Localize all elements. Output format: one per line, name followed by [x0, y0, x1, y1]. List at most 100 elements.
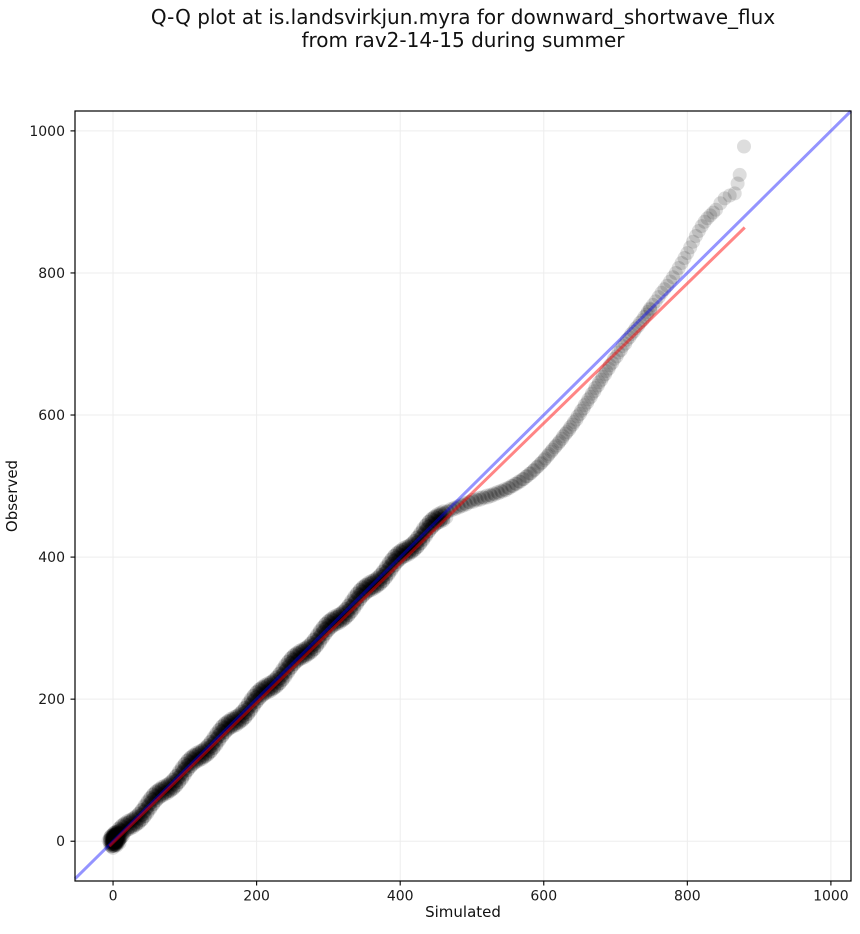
scatter-point [106, 834, 120, 849]
scatter-point [116, 819, 131, 834]
scatter-point [131, 816, 146, 830]
scatter-point [338, 611, 353, 626]
scatter-point [223, 720, 238, 735]
scatter-point [113, 822, 128, 837]
scatter-point [124, 818, 139, 833]
scatter-point [393, 544, 408, 559]
scatter-point [221, 722, 235, 737]
scatter-point [272, 676, 287, 691]
scatter-point [276, 666, 291, 681]
scatter-point [566, 415, 581, 430]
scatter-point [284, 651, 299, 666]
scatter-point [421, 524, 436, 538]
scatter-point [114, 819, 129, 834]
scatter-point [289, 645, 304, 660]
scatter-point [241, 706, 255, 721]
scatter-point [477, 491, 492, 506]
scatter-point [433, 513, 448, 528]
scatter-point [198, 749, 213, 764]
scatter-point [312, 625, 327, 640]
scatter-point [242, 700, 257, 715]
scatter-point [430, 508, 445, 523]
scatter-point [143, 800, 158, 815]
scatter-point [231, 710, 245, 725]
scatter-point [357, 581, 372, 596]
scatter-point [599, 364, 614, 378]
scatter-point [228, 711, 243, 726]
scatter-point [149, 784, 164, 799]
scatter-point [284, 661, 299, 675]
scatter-point [196, 744, 211, 759]
scatter-point [225, 717, 240, 732]
scatter-point [364, 574, 379, 588]
scatter-point [519, 469, 534, 484]
scatter-point [350, 591, 365, 606]
scatter-point [109, 833, 123, 848]
scatter-point [439, 510, 454, 525]
scatter-point [434, 511, 449, 526]
scatter-point [104, 832, 119, 847]
scatter-point [396, 549, 411, 564]
scatter-point [411, 532, 426, 547]
scatter-point [529, 460, 544, 475]
scatter-point [648, 294, 663, 309]
scatter-point [169, 778, 184, 793]
scatter-point [381, 567, 396, 582]
scatter-point [381, 561, 396, 576]
scatter-point [120, 823, 135, 838]
scatter-point [123, 814, 138, 829]
scatter-point [292, 648, 307, 663]
scatter-point [318, 626, 333, 641]
scatter-point [508, 476, 523, 491]
scatter-point [551, 436, 566, 451]
scatter-point [426, 513, 441, 527]
scatter-point [106, 838, 120, 853]
scatter-point [424, 516, 439, 530]
scatter-point [709, 202, 723, 217]
scatter-point [341, 598, 356, 613]
scatter-point [639, 307, 654, 322]
scatter-point [160, 781, 175, 796]
scatter-point [374, 572, 389, 587]
scatter-point [179, 758, 194, 773]
scatter-point [317, 624, 331, 639]
scatter-point [388, 550, 403, 565]
scatter-point [306, 632, 321, 647]
scatter-point [205, 739, 219, 754]
scatter-point [588, 381, 603, 395]
scatter-point [384, 561, 399, 576]
scatter-point [106, 837, 121, 852]
scatter-point [189, 754, 204, 769]
scatter-point [671, 261, 686, 275]
scatter-point [373, 567, 387, 582]
scatter-point [108, 829, 123, 844]
scatter-point [126, 820, 141, 835]
scatter-point [437, 506, 452, 521]
scatter-point [429, 510, 444, 525]
scatter-point [106, 830, 121, 845]
scatter-point [220, 718, 235, 733]
scatter-point [309, 628, 324, 643]
scatter-point [321, 613, 336, 628]
scatter-point [119, 817, 133, 832]
scatter-point [117, 817, 132, 832]
scatter-point [358, 577, 373, 592]
scatter-point [126, 812, 140, 827]
scatter-point [367, 581, 382, 596]
scatter-point [286, 656, 301, 671]
scatter-point [179, 761, 194, 776]
scatter-point [289, 653, 304, 668]
scatter-point [462, 495, 477, 510]
scatter-point [103, 831, 118, 846]
scatter-point [404, 540, 419, 555]
scatter-point [124, 814, 139, 829]
scatter-point [150, 785, 165, 800]
scatter-point [225, 713, 240, 728]
scatter-point [193, 750, 208, 765]
scatter-point [505, 479, 520, 494]
scatter-point [361, 575, 376, 590]
scatter-point [344, 599, 359, 614]
scatter-point [243, 697, 258, 712]
scatter-point [137, 809, 152, 824]
scatter-point [424, 511, 439, 526]
